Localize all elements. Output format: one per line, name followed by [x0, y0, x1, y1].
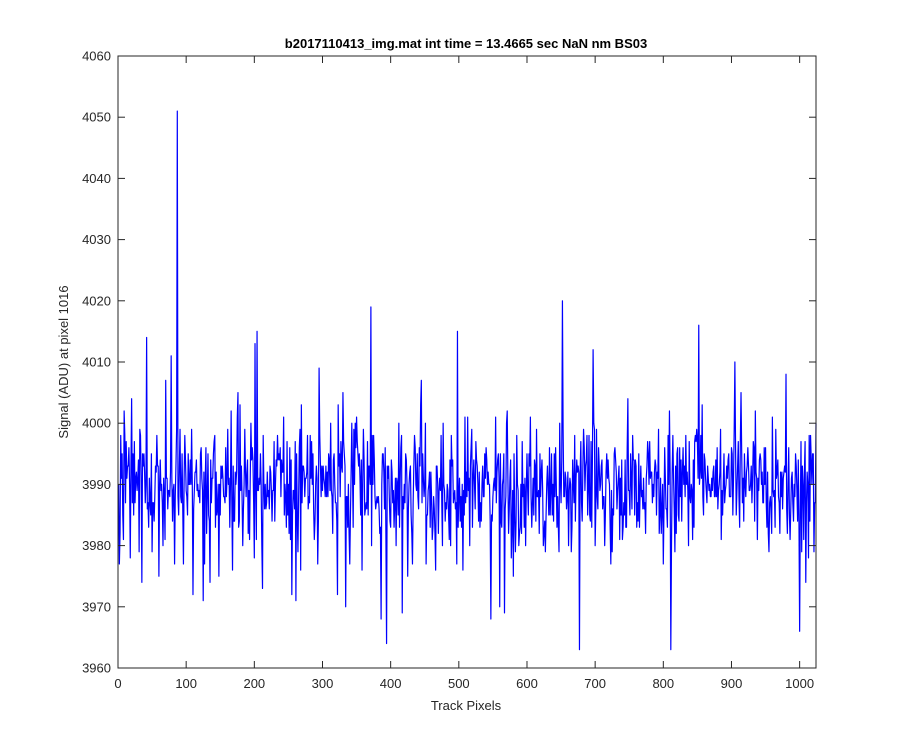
x-tick-label: 200	[243, 676, 265, 691]
y-tick-label: 3960	[82, 661, 111, 676]
axes-box	[117, 55, 817, 669]
y-tick-label: 3980	[82, 538, 111, 553]
x-tick-label: 0	[114, 676, 121, 691]
y-tick-label: 3970	[82, 599, 111, 614]
x-tick-label: 1000	[785, 676, 814, 691]
y-tick-label: 4000	[82, 416, 111, 431]
x-tick-label: 700	[584, 676, 606, 691]
y-tick-label: 4020	[82, 293, 111, 308]
x-axis-label: Track Pixels	[431, 698, 502, 713]
y-tick-label: 3990	[82, 477, 111, 492]
y-tick-label: 4060	[82, 49, 111, 64]
series-line	[118, 110, 817, 651]
axis-ticks: 0 100 200 300 400 500 600 700 800 900 1000 3960 3970…	[82, 49, 816, 691]
x-tick-label: 100	[175, 676, 197, 691]
x-tick-label: 300	[312, 676, 334, 691]
plot-area	[118, 56, 816, 668]
y-tick-label: 4010	[82, 355, 111, 370]
y-axis-label: Signal (ADU) at pixel 1016	[56, 285, 71, 438]
chart-title: b2017110413_img.mat int time = 13.4665 s…	[285, 36, 647, 51]
y-tick-label: 4050	[82, 110, 111, 125]
x-tick-label: 400	[380, 676, 402, 691]
x-tick-label: 800	[652, 676, 674, 691]
x-tick-label: 500	[448, 676, 470, 691]
x-tick-label: 900	[721, 676, 743, 691]
y-tick-label: 4040	[82, 171, 111, 186]
x-tick-label: 600	[516, 676, 538, 691]
y-tick-label: 4030	[82, 232, 111, 247]
